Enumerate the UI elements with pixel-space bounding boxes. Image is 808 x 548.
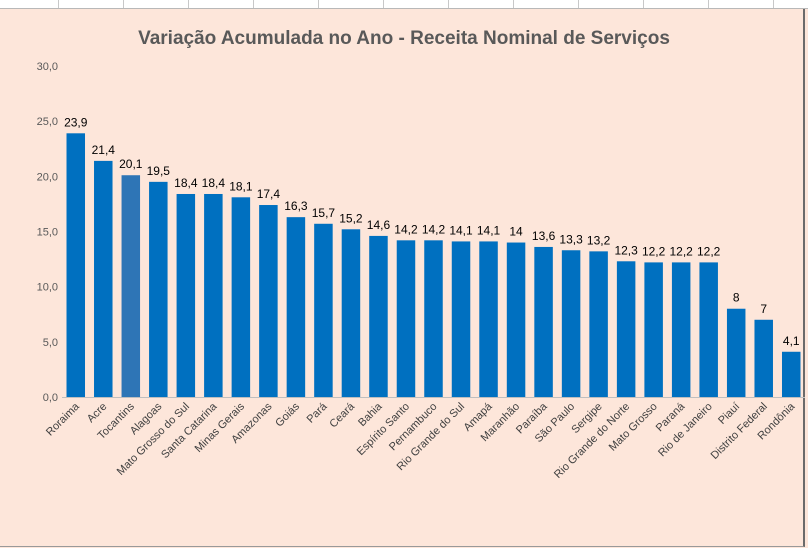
data-label: 12,2: [669, 244, 693, 258]
grid-line: [188, 0, 189, 8]
bar: [66, 133, 86, 397]
grid-line: [318, 0, 319, 8]
data-label: 4,1: [783, 334, 800, 348]
data-label: 14,1: [477, 223, 501, 237]
bar: [781, 351, 801, 397]
data-label: 18,1: [229, 179, 253, 193]
grid-line: [578, 0, 579, 8]
data-label: 8: [733, 291, 740, 305]
data-label: 17,4: [257, 187, 281, 201]
bar: [726, 308, 746, 397]
grid-line: [383, 0, 384, 8]
grid-line: [448, 0, 449, 8]
bar: [231, 197, 251, 397]
chart-frame[interactable]: [0, 9, 805, 547]
bar: [754, 319, 773, 397]
bar: [671, 262, 691, 397]
data-label: 13,6: [532, 229, 556, 243]
bar: [176, 193, 196, 397]
bar: [534, 246, 553, 397]
bar: [259, 205, 278, 397]
x-tick-label: Roraima: [44, 400, 83, 439]
bar: [424, 240, 443, 397]
data-label: 15,7: [312, 206, 336, 220]
bar: [341, 229, 361, 397]
y-tick-label: 20,0: [37, 171, 58, 183]
data-label: 13,2: [587, 233, 611, 247]
data-label: 23,9: [64, 115, 88, 129]
data-label: 13,3: [559, 232, 583, 246]
bar: [286, 217, 306, 397]
y-tick-label: 0,0: [43, 392, 58, 404]
spreadsheet-grid-strip: [0, 0, 808, 9]
bar: [94, 160, 113, 397]
data-label: 12,2: [697, 244, 721, 258]
grid-line: [123, 0, 124, 8]
data-label: 14,1: [449, 223, 473, 237]
data-label: 7: [760, 302, 767, 316]
data-label: 12,3: [614, 243, 638, 257]
data-label: 19,5: [147, 164, 171, 178]
data-label: 21,4: [92, 143, 116, 157]
bar: [204, 193, 223, 397]
bar: [644, 262, 663, 397]
bar: [121, 175, 141, 397]
x-tick-label: Goiás: [273, 400, 302, 429]
data-label: 14,2: [394, 222, 418, 236]
data-label: 15,2: [339, 211, 363, 225]
data-label: 14,2: [422, 222, 446, 236]
bar: [506, 242, 526, 397]
y-tick-label: 5,0: [43, 337, 58, 349]
data-label: 14,6: [367, 218, 391, 232]
bar: [451, 241, 471, 397]
grid-line: [513, 0, 514, 8]
data-label: 18,4: [202, 176, 226, 190]
bar: [314, 223, 333, 397]
data-label: 20,1: [119, 157, 143, 171]
x-tick-label: Acre: [85, 401, 109, 425]
chart-title: Variação Acumulada no Ano - Receita Nomi…: [138, 28, 670, 49]
grid-line: [253, 0, 254, 8]
y-tick-label: 15,0: [37, 227, 58, 239]
grid-line: [773, 0, 774, 8]
data-label: 18,4: [174, 176, 198, 190]
bar: [369, 235, 388, 397]
bar: [699, 262, 718, 397]
y-tick-label: 30,0: [37, 61, 58, 73]
data-label: 12,2: [642, 244, 666, 258]
bar: [589, 251, 608, 397]
grid-line: [58, 0, 59, 8]
bar: [616, 261, 636, 397]
bar: [149, 181, 168, 397]
bar: [396, 240, 416, 397]
grid-line: [643, 0, 644, 8]
y-tick-label: 10,0: [37, 282, 58, 294]
x-tick-label: Ceará: [327, 400, 357, 430]
data-label: 14: [509, 225, 523, 239]
grid-line: [708, 0, 709, 8]
bar: [561, 250, 581, 397]
y-tick-label: 25,0: [37, 116, 58, 128]
data-label: 16,3: [284, 199, 308, 213]
bar: [479, 241, 498, 397]
